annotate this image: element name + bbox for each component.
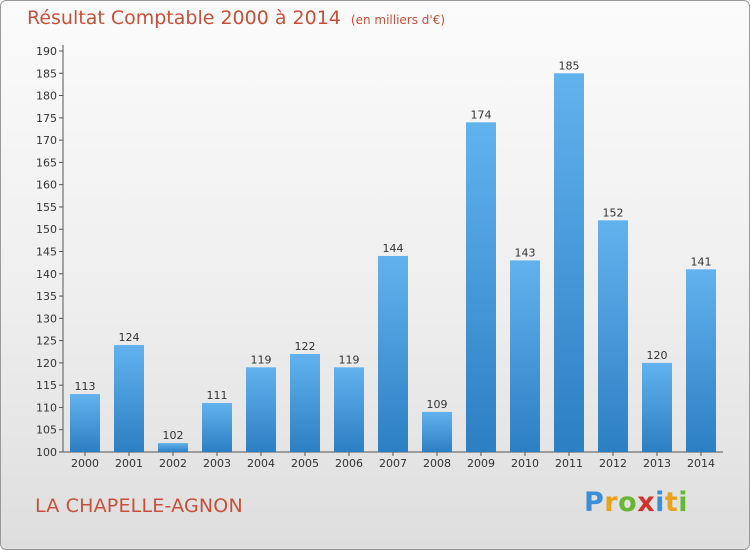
bar	[70, 394, 100, 452]
bar	[334, 367, 364, 452]
logo-letter: o	[618, 487, 638, 518]
x-tick-label: 2008	[423, 457, 451, 470]
x-tick-label: 2014	[687, 457, 715, 470]
y-tick-label: 140	[36, 268, 57, 281]
bar	[686, 269, 716, 452]
bar	[554, 73, 584, 453]
x-tick-label: 2003	[203, 457, 231, 470]
bar	[246, 367, 276, 452]
bar-value-label: 120	[647, 349, 668, 362]
y-tick-label: 155	[36, 201, 57, 214]
bar-value-label: 119	[251, 353, 272, 366]
logo-letter: i	[655, 487, 665, 518]
x-tick-label: 2004	[247, 457, 275, 470]
bar	[642, 362, 672, 452]
logo-letter: x	[637, 487, 656, 518]
x-tick-label: 2009	[467, 457, 495, 470]
y-tick-label: 135	[36, 290, 57, 303]
y-tick-label: 150	[36, 223, 57, 236]
y-tick-label: 190	[36, 45, 57, 58]
y-tick-label: 105	[36, 424, 57, 437]
bar-value-label: 102	[163, 429, 184, 442]
bar-value-label: 152	[603, 206, 624, 219]
y-tick-label: 170	[36, 134, 57, 147]
x-tick-label: 2013	[643, 457, 671, 470]
bar-value-label: 141	[691, 255, 712, 268]
bar-value-label: 109	[427, 398, 448, 411]
y-tick-label: 125	[36, 335, 57, 348]
y-tick-label: 110	[36, 401, 57, 414]
bar-value-label: 143	[515, 246, 536, 259]
x-tick-label: 2001	[115, 457, 143, 470]
logo-letter: P	[584, 487, 605, 518]
y-tick-label: 160	[36, 179, 57, 192]
x-tick-label: 2006	[335, 457, 363, 470]
bar	[114, 345, 144, 452]
y-tick-label: 145	[36, 246, 57, 259]
chart-title-text: Résultat Comptable 2000 à 2014	[27, 7, 341, 29]
y-tick-label: 185	[36, 67, 57, 80]
labels: 100 105 110 115 120 125 130 135 140 145 150 155 160 1…	[36, 45, 715, 470]
bar-value-label: 111	[207, 389, 228, 402]
y-tick-label: 165	[36, 156, 57, 169]
bars	[70, 73, 716, 453]
commune-name: LA CHAPELLE-AGNON	[35, 495, 243, 517]
x-tick-label: 2007	[379, 457, 407, 470]
bar	[158, 443, 188, 452]
unit-label: (en milliers d'€)	[350, 13, 446, 27]
y-tick-label: 180	[36, 90, 57, 103]
bar	[598, 220, 628, 452]
bar	[202, 402, 232, 452]
y-tick-label: 115	[36, 379, 57, 392]
x-tick-label: 2000	[71, 457, 99, 470]
bar-value-label: 185	[559, 59, 580, 72]
proxiti-logo: Proxiti	[584, 487, 688, 518]
bar	[466, 122, 496, 453]
x-tick-label: 2010	[511, 457, 539, 470]
bar-value-label: 144	[383, 242, 404, 255]
bar-value-label: 174	[471, 108, 492, 121]
y-tick-label: 100	[36, 446, 57, 459]
bar	[422, 411, 452, 452]
x-tick-label: 2011	[555, 457, 583, 470]
y-tick-label: 175	[36, 112, 57, 125]
logo-letter: t	[664, 487, 679, 518]
x-tick-label: 2002	[159, 457, 187, 470]
bar	[378, 255, 408, 452]
bar	[510, 260, 540, 452]
bar	[290, 353, 320, 452]
bar-value-label: 124	[119, 331, 140, 344]
bar-value-label: 113	[75, 380, 96, 393]
x-tick-label: 2005	[291, 457, 319, 470]
bar-value-label: 119	[339, 353, 360, 366]
y-tick-label: 120	[36, 357, 57, 370]
y-tick-label: 130	[36, 312, 57, 325]
x-tick-label: 2012	[599, 457, 627, 470]
chart-title: Résultat Comptable 2000 à 2014 (en millie…	[27, 7, 445, 29]
logo-letter: i	[678, 487, 689, 518]
bar-value-label: 122	[295, 340, 316, 353]
logo-letter: r	[604, 487, 619, 518]
